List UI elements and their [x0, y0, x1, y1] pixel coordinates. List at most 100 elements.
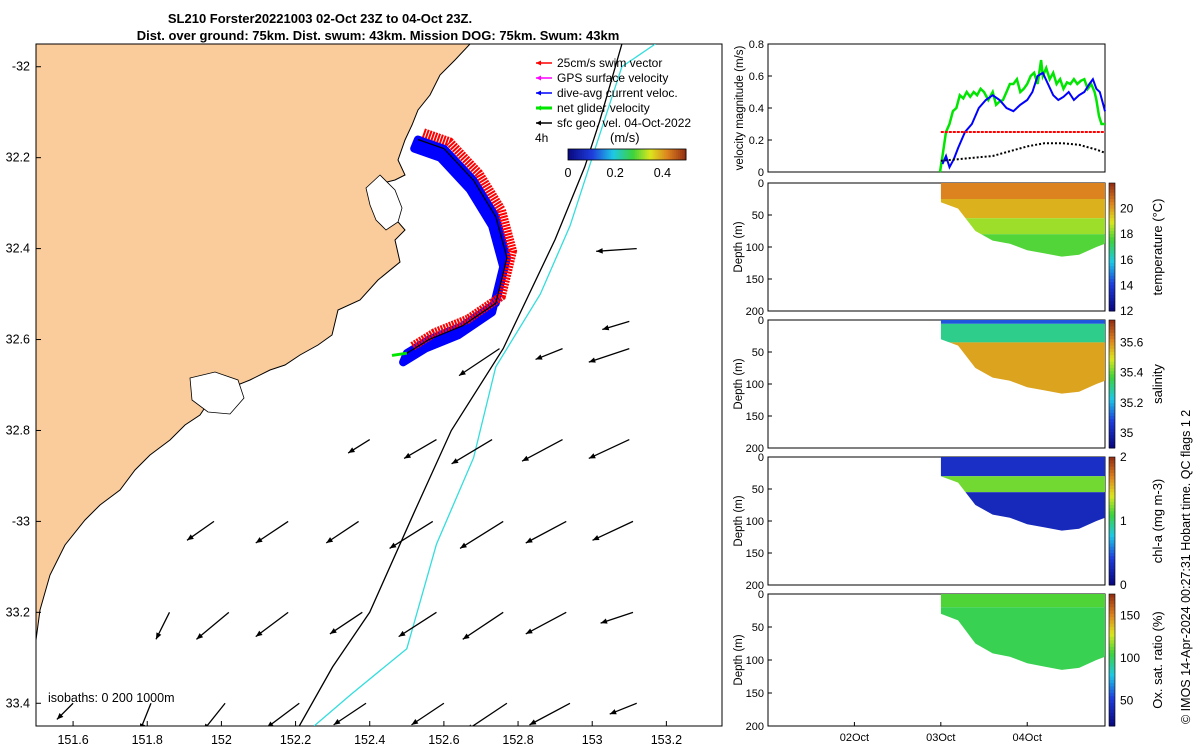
legend-label: dive-avg current veloc.: [557, 86, 678, 100]
geo-vector-arrow: [609, 702, 637, 715]
geo-vector-arrow: [389, 520, 434, 549]
geo-vector-arrow: [329, 611, 363, 635]
geo-vector-arrow: [267, 702, 300, 726]
legend-swatch-head: [536, 105, 541, 111]
geo-vector-arrow: [592, 520, 634, 541]
net-velocity-arrow: [391, 351, 408, 357]
figure-title-line2: Dist. over ground: 75km. Dist. swum: 43k…: [137, 28, 620, 43]
heatmap-ylabel: Depth (m): [733, 495, 745, 546]
map-colorbar: [567, 148, 687, 161]
geo-vector-arrow: [469, 702, 508, 726]
geo-vector-arrow: [140, 703, 152, 726]
geo-vector-arrow: [529, 702, 571, 726]
geo-vector-arrow: [459, 520, 504, 549]
colorbar-title: chl-a (mg m-3): [1150, 479, 1165, 564]
land-mass: [36, 44, 471, 641]
heatmap-y-tick-label: 200: [746, 443, 764, 455]
coastal-lake: [365, 174, 403, 231]
time-x-tick-label: 02Oct: [840, 732, 869, 744]
colorbar-tick-label: 100: [1120, 651, 1140, 665]
heatmap-layer: [940, 218, 1105, 235]
heatmap-y-tick-label: 150: [746, 411, 764, 423]
heatmap-colorbar: [1108, 593, 1116, 727]
heatmap-panel-oxygen: 0 50 100 150 200 Depth (m) 50 100 150 Ox. sat. ra…: [733, 589, 1165, 733]
heatmap-panel-chl-a: 0 50 100 150 200 Depth (m) 0 1 2 chl-a (mg m-3): [733, 450, 1165, 592]
map-layers: [36, 44, 656, 726]
map-y-tick-label: -32: [12, 60, 30, 74]
colorbar-tick-label: 0.4: [654, 166, 671, 180]
legend-label: 25cm/s swim vector: [557, 56, 662, 70]
geo-vector-arrow: [588, 348, 630, 363]
legend-label: net glider velocity: [557, 101, 650, 115]
colorbar-tick-label: 16: [1120, 253, 1134, 267]
colorbar-units: (m/s): [610, 130, 640, 145]
geo-vector-arrow: [155, 612, 171, 640]
heatmap-y-tick-label: 0: [758, 315, 764, 327]
map-y-tick-label: 33.4: [6, 696, 30, 710]
legend-swatch-head: [536, 75, 541, 81]
velocity-series-dive-avg: [941, 71, 1106, 170]
colorbar-tick-label: 20: [1120, 202, 1134, 216]
colorbar-tick-label: 14: [1120, 278, 1134, 292]
map-x-tick-label: 153.2: [651, 733, 682, 747]
geo-vector-arrow: [462, 611, 504, 640]
legend-swatch-head: [536, 90, 541, 96]
map-x-tick-label: 152.8: [502, 733, 533, 747]
geo-vector-arrow: [451, 439, 493, 465]
velocity-series-sfc: [940, 142, 1106, 162]
geo-vector-arrow: [398, 611, 437, 638]
map-x-tick-label: 152.2: [280, 733, 311, 747]
map-y-tick-label: 33.2: [6, 605, 30, 619]
isobath-1000m: [313, 44, 656, 726]
heatmap-layer: [940, 183, 1105, 199]
geo-vector-arrow: [196, 611, 230, 640]
coastal-lake-south: [189, 371, 245, 415]
geo-vector-arrow: [525, 520, 567, 544]
legend-label: sfc geo. vel. 04-Oct-2022: [557, 116, 691, 130]
velocity-y-tick-label: 0.4: [749, 103, 764, 115]
colorbar-tick-label: 18: [1120, 227, 1134, 241]
geo-vector-arrow: [535, 348, 563, 361]
colorbar-tick-label: 0: [565, 166, 572, 180]
velocity-series-net: [938, 59, 1105, 173]
isobath-label: isobaths: 0 200 1000m: [48, 691, 174, 705]
colorbar-tick-label: 50: [1120, 693, 1134, 707]
time-x-tick-label: 04Oct: [1013, 732, 1042, 744]
heatmap-layer: [940, 476, 1105, 493]
map-y-tick-label: 32.6: [6, 333, 30, 347]
heatmap-ylabel: Depth (m): [733, 221, 745, 272]
swim-vector-swath: [410, 128, 518, 351]
map-y-tick-label: 32.8: [6, 423, 30, 437]
legend-interval: 4h: [535, 131, 548, 145]
legend-label: GPS surface velocity: [557, 71, 668, 85]
heatmap-y-tick-label: 50: [752, 484, 764, 496]
colorbar-tick-label: 2: [1120, 450, 1127, 464]
geo-vector-arrow: [204, 702, 226, 726]
geo-vector-arrow: [347, 439, 371, 454]
map-y-tick-label: -33: [12, 514, 30, 528]
colorbar-tick-label: 35.4: [1120, 366, 1144, 380]
map-x-tick-label: 152: [211, 733, 232, 747]
velocity-y-tick-label: 0.2: [749, 135, 764, 147]
heatmap-y-tick-label: 200: [746, 721, 764, 733]
legend-swatch-head: [536, 120, 541, 126]
colorbar-title: salinity: [1150, 364, 1165, 404]
heatmap-y-tick-label: 100: [746, 379, 764, 391]
heatmap-y-tick-label: 100: [746, 655, 764, 667]
geo-vector-arrow: [525, 611, 567, 635]
heatmap-y-tick-label: 50: [752, 210, 764, 222]
velocity-frame: [767, 43, 1106, 173]
heatmap-colorbar: [1108, 319, 1116, 449]
colorbar-tick-label: 12: [1120, 304, 1134, 318]
heatmap-y-tick-label: 50: [752, 622, 764, 634]
colorbar-tick-label: 35.6: [1120, 336, 1144, 350]
colorbar-tick-label: 150: [1120, 608, 1140, 622]
colorbar-tick-label: 0.2: [607, 166, 624, 180]
colorbar-tick-label: 35: [1120, 426, 1134, 440]
glider-track: [406, 138, 508, 354]
colorbar-title: Ox. sat. ratio (%): [1150, 611, 1165, 709]
velocity-y-tick-label: 0.8: [749, 39, 764, 51]
geo-vector-arrow: [186, 520, 215, 541]
heatmap-y-tick-label: 150: [746, 688, 764, 700]
